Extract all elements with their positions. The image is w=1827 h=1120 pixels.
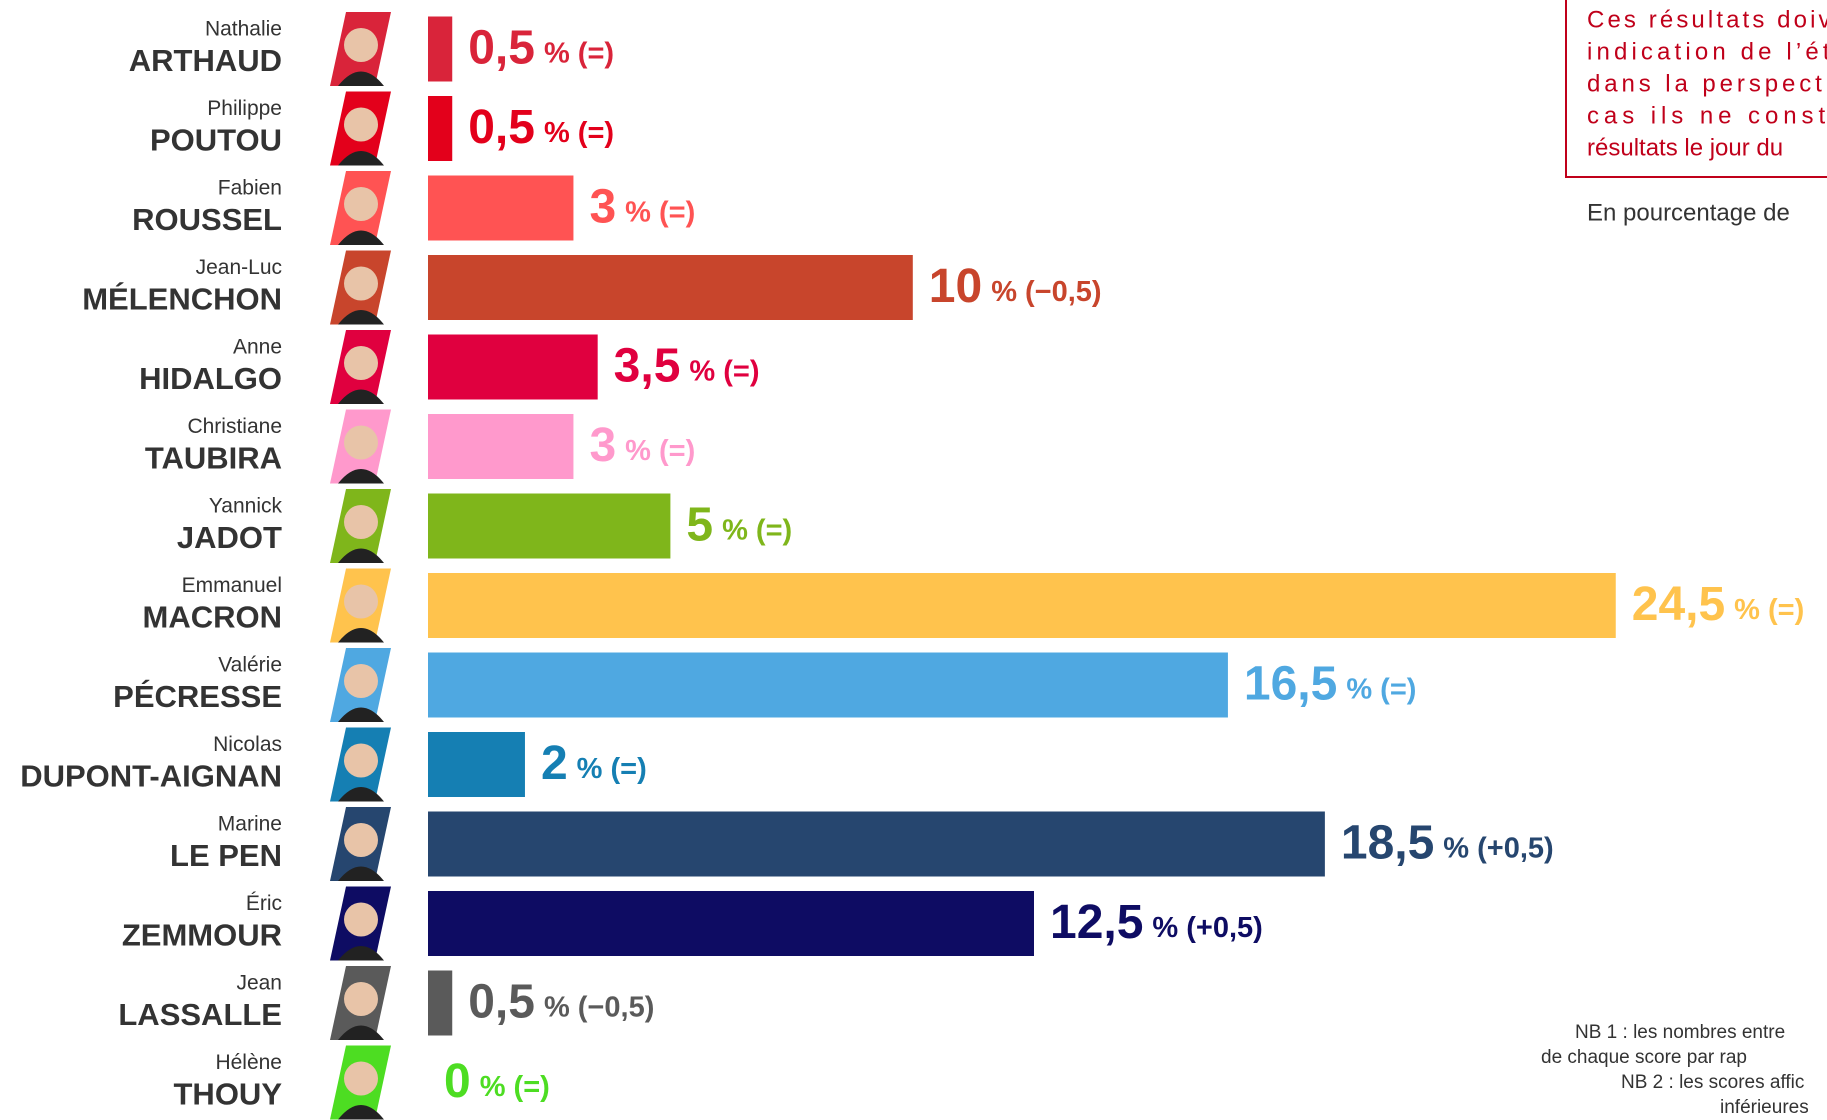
bar [428,653,1228,718]
photo-face [344,505,378,539]
last-name: DUPONT-AIGNAN [20,759,282,794]
change-label: % (−0,5) [991,276,1101,308]
change-label: % (+0,5) [1443,833,1553,865]
value-label: 2 [541,737,568,790]
photo-face [344,426,378,460]
last-name: MACRON [143,600,283,635]
bar [428,732,525,797]
page: NathalieARTHAUD 0,5 % (=) Philippe POUTOU 0,5… [0,0,1827,1120]
value-label: 16,5 [1244,658,1337,711]
first-name: Valérie [218,654,282,677]
first-name: Hélène [215,1051,282,1074]
bar [428,255,913,320]
last-name: TAUBIRA [145,441,282,476]
bar [428,414,573,479]
value-label: 3 [589,181,616,234]
change-label: % (=) [689,356,759,388]
value-label: 0,5 [468,101,535,154]
note-line: cas ils ne constit [1587,102,1827,129]
value-label: 0,5 [468,22,535,75]
last-name: ARTHAUD [129,43,282,78]
last-name: ZEMMOUR [122,918,282,953]
first-name: Nathalie [205,18,282,41]
bar [428,494,670,559]
value-label: 3,5 [614,340,681,393]
value-label: 0,5 [468,976,535,1029]
value-label: 5 [686,499,713,552]
photo-face [344,28,378,62]
photo-face [344,982,378,1016]
nb-line: inférieures [1720,1097,1809,1118]
photo-face [344,664,378,698]
photo-face [344,903,378,937]
change-label: % (=) [480,1071,550,1103]
first-name: Fabien [218,177,282,200]
first-name: Emmanuel [182,574,282,597]
last-name: JADOT [177,520,282,555]
change-label: % (=) [544,117,614,149]
note-line: résultats le jour du [1587,134,1783,161]
first-name: Yannick [209,495,283,518]
photo-face [344,744,378,778]
bar [428,573,1616,638]
value-label: 0 [444,1055,471,1108]
first-name: Nicolas [213,733,282,756]
nb-line: NB 2 : les scores affic [1621,1072,1804,1093]
first-name: Jean [236,972,282,995]
change-label: % (=) [577,753,647,785]
last-name: MÉLENCHON [82,282,282,317]
unit-note: En pourcentage de [1587,199,1790,226]
photo-face [344,1062,378,1096]
value-label: 24,5 [1632,578,1725,631]
first-name: Jean-Luc [196,256,282,279]
value-label: 12,5 [1050,896,1143,949]
nb-line: NB 1 : les nombres entre [1575,1022,1785,1043]
change-label: % (=) [722,515,792,547]
nb-line: de chaque score par rap [1541,1047,1747,1068]
bar [428,96,452,161]
value-label: 3 [589,419,616,472]
value-label: 18,5 [1341,817,1434,870]
last-name: ROUSSEL [132,202,282,237]
bar [428,971,452,1036]
photo-face [344,823,378,857]
bar [428,891,1034,956]
photo-face [344,585,378,619]
note-line: dans la perspectiv [1587,70,1827,97]
change-label: % (=) [1346,674,1416,706]
last-name: PÉCRESSE [113,679,282,714]
photo-face [344,267,378,301]
photo-face [344,346,378,380]
first-name: Philippe [207,97,282,120]
note-line: Ces résultats doive [1587,6,1827,33]
last-name: POUTOU [150,123,282,158]
bar [428,176,573,241]
change-label: % (=) [625,197,695,229]
value-label: 10 [929,260,982,313]
first-name: Christiane [187,415,282,438]
chart: NathalieARTHAUD 0,5 % (=) Philippe POUTOU 0,5… [0,0,1827,1120]
bar [428,17,452,82]
change-label: % (=) [544,38,614,70]
last-name: HIDALGO [139,361,282,396]
last-name: LASSALLE [118,997,282,1032]
photo-face [344,187,378,221]
last-name: LE PEN [170,838,282,873]
first-name: Éric [246,892,282,915]
photo-face [344,108,378,142]
change-label: % (=) [625,435,695,467]
change-label: % (=) [1734,594,1804,626]
last-name: THOUY [174,1077,283,1112]
bar [428,812,1325,877]
bar [428,335,598,400]
change-label: % (+0,5) [1152,912,1262,944]
first-name: Anne [233,336,282,359]
first-name: Marine [218,813,282,836]
change-label: % (−0,5) [544,992,654,1024]
note-line: indication de l’éta [1587,38,1827,65]
